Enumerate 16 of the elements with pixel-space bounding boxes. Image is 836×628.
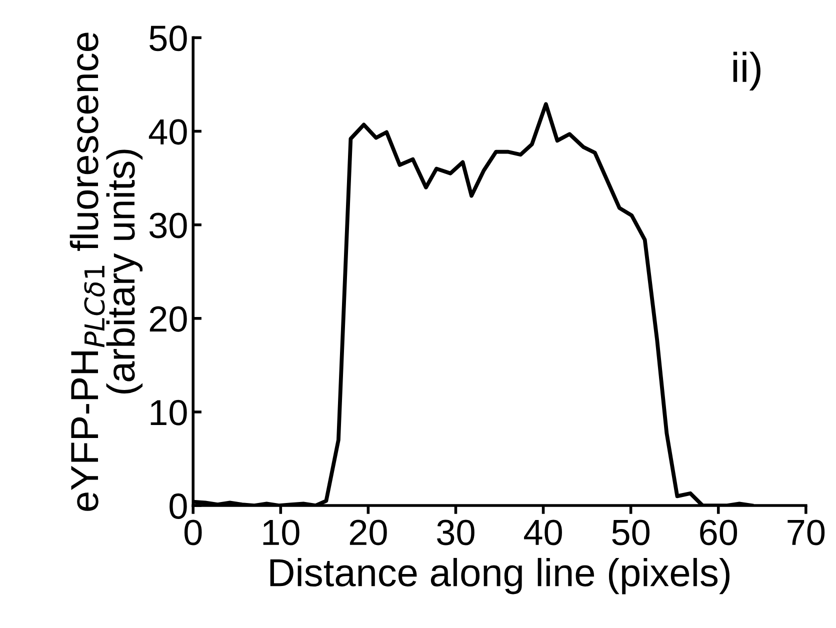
x-tick-label: 30: [437, 520, 474, 546]
x-tick-label: 20: [350, 520, 387, 546]
x-axis-title: Distance along line (pixels): [270, 558, 730, 594]
annotation: ii): [733, 52, 760, 91]
y-axis-title: eYFP-PH$_{PLCδ1}$ fluorescence (arbitary units): [70, 32, 143, 511]
y-tick-label: 20: [150, 306, 187, 332]
y-tick-label: 30: [149, 212, 187, 238]
y-tick-label: 40: [148, 119, 187, 145]
x-tick-label: 40: [524, 520, 562, 546]
x-tick-label: 10: [263, 520, 300, 546]
y-tick-label: 50: [150, 26, 187, 52]
y-tick-label: 10: [150, 400, 187, 426]
x-tick-label: 70: [788, 520, 825, 546]
x-tick-label: 50: [612, 520, 650, 546]
x-tick-label: 60: [700, 520, 738, 546]
y-tick-label: 0: [170, 493, 187, 519]
